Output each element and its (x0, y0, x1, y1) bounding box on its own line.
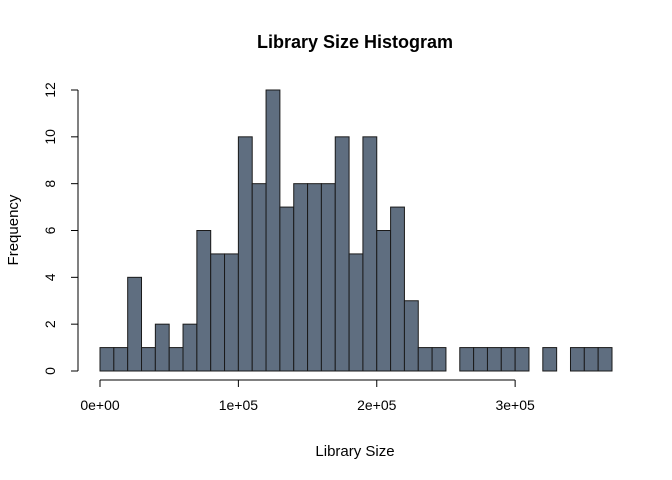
histogram-bar (210, 253, 226, 372)
histogram-bar (182, 323, 198, 372)
histogram-bar (500, 347, 516, 372)
histogram-bar (569, 347, 585, 372)
x-axis: 0e+00 1e+05 2e+05 3e+05 (80, 379, 535, 413)
chart-title: Library Size Histogram (257, 32, 453, 52)
y-axis-label: Frequency (5, 194, 22, 265)
histogram-bar (127, 276, 143, 372)
x-axis-label: Library Size (315, 443, 394, 460)
histogram-bar (334, 136, 350, 372)
histogram-bar (362, 136, 378, 372)
histogram-bar (583, 347, 599, 372)
bars-group (99, 89, 613, 372)
histogram-bar (459, 347, 475, 372)
y-axis: 0 2 4 6 8 10 12 (42, 82, 79, 375)
x-tick-label: 0e+00 (80, 397, 120, 413)
y-tick-label: 12 (42, 82, 58, 98)
histogram-bar (237, 136, 253, 372)
histogram-bar (320, 183, 336, 372)
histogram-bar (376, 230, 392, 372)
histogram-bar (154, 323, 170, 372)
histogram-bar (403, 300, 419, 372)
histogram-bar (514, 347, 530, 372)
histogram-bar (307, 183, 322, 372)
histogram-bar (224, 253, 239, 372)
histogram-bar (417, 347, 433, 372)
histogram-bar (390, 206, 405, 372)
histogram-bar (196, 230, 212, 372)
histogram-bar (99, 347, 115, 372)
histogram-bar (348, 253, 364, 372)
y-tick-label: 2 (42, 320, 58, 328)
histogram-bar (265, 89, 281, 372)
histogram-bar (431, 347, 447, 372)
histogram-bar (473, 347, 488, 372)
y-tick-label: 10 (42, 129, 58, 145)
histogram-bar (141, 347, 156, 372)
x-tick-label: 1e+05 (219, 397, 259, 413)
x-tick-label: 2e+05 (357, 397, 397, 413)
histogram-bar (251, 183, 267, 372)
y-tick-label: 8 (42, 180, 58, 188)
histogram-bar (486, 347, 502, 372)
histogram-bar (597, 347, 613, 372)
y-tick-label: 0 (42, 367, 58, 375)
histogram-bar (542, 347, 558, 372)
histogram-bar (293, 183, 309, 372)
y-tick-label: 4 (42, 273, 58, 281)
histogram-bar (168, 347, 184, 372)
histogram-bar (279, 206, 295, 372)
histogram-bar (113, 347, 129, 372)
x-tick-label: 3e+05 (495, 397, 535, 413)
y-tick-label: 6 (42, 226, 58, 234)
